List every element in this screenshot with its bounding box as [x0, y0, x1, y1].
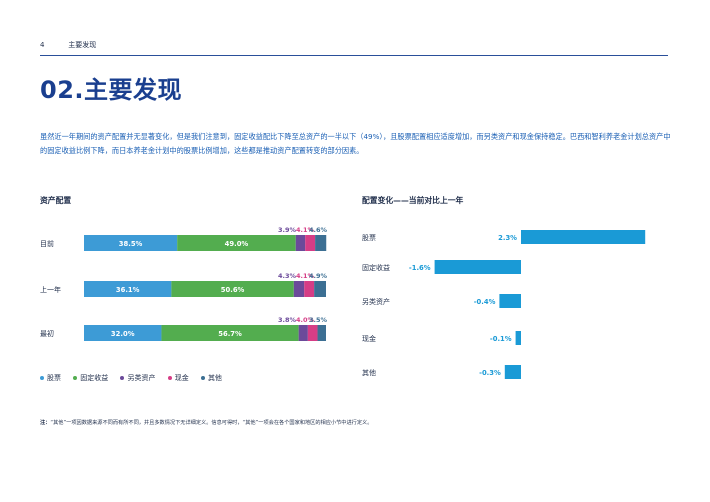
bar-segment-4: [315, 235, 327, 251]
change-bar: [504, 365, 521, 379]
bar-segment-0: [84, 325, 162, 341]
data-label: 56.7%: [218, 330, 242, 338]
legend-item: 股票: [40, 373, 61, 383]
data-label: 4.6%: [309, 226, 328, 234]
footnote-text: “其他”一项因数据来源不同而有所不同，并且多数情况下无详细定义。信息可得时，“其…: [50, 420, 373, 426]
change-bar: [515, 331, 521, 345]
page-number: 4: [40, 41, 45, 49]
data-label: 3.5%: [309, 316, 328, 324]
page-header: 4 主要发现: [40, 40, 96, 50]
bar-segment-3: [304, 281, 315, 297]
footnote: 注：“其他”一项因数据来源不同而有所不同，并且多数情况下无详细定义。信息可得时，…: [40, 419, 372, 426]
intro-paragraph: 虽然近一年期间的资产配置并无显著变化，但是我们注意到，固定收益配比下降至总资产的…: [40, 132, 671, 155]
data-label: 3.9%: [278, 226, 297, 234]
right-chart-title: 配置变化——当前对比上一年: [362, 196, 464, 205]
footnote-prefix: 注：: [40, 420, 51, 426]
data-label: -0.3%: [479, 369, 501, 377]
data-label: -0.4%: [474, 298, 496, 306]
header-divider: [40, 55, 668, 56]
legend-item: 现金: [167, 373, 189, 383]
data-label: 4.0%: [296, 316, 315, 324]
data-label: 32.0%: [111, 330, 135, 338]
legend-dot-cash: [167, 376, 172, 380]
data-label: -1.6%: [409, 264, 431, 272]
left-chart-title: 资产配置: [40, 196, 72, 205]
bar-segment-0: [84, 281, 172, 297]
bar-segment-3: [305, 235, 316, 251]
legend-item: 固定收益: [73, 373, 108, 383]
data-label: 3.8%: [278, 316, 297, 324]
data-label: 4.1%: [296, 226, 315, 234]
category-label: 最初: [40, 329, 54, 338]
bar-segment-2: [298, 325, 308, 341]
category-label: 另类资产: [362, 297, 390, 306]
bar-segment-0: [84, 235, 178, 251]
bar-segment-1: [171, 281, 294, 297]
bar-segment-1: [161, 325, 299, 341]
data-label: 2.3%: [498, 234, 517, 242]
data-label: 4.1%: [296, 272, 315, 280]
category-label: 目前: [40, 239, 54, 248]
legend-dot-equity: [40, 376, 44, 380]
data-label: 38.5%: [119, 240, 143, 248]
change-bar: [499, 294, 521, 308]
legend-dot-other: [200, 376, 205, 380]
bar-segment-1: [177, 235, 296, 251]
change-bar: [434, 260, 521, 274]
legend-dot-fixed-income: [73, 376, 78, 380]
category-label: 现金: [362, 334, 376, 343]
bar-segment-3: [307, 325, 318, 341]
bar-segment-2: [293, 281, 305, 297]
category-label: 上一年: [40, 285, 61, 294]
data-label: -0.1%: [490, 335, 512, 343]
data-label: 49.0%: [225, 240, 249, 248]
data-label: 4.9%: [309, 272, 328, 280]
bar-segment-2: [295, 235, 306, 251]
bar-segment-4: [317, 325, 326, 341]
data-label: 50.6%: [221, 286, 245, 294]
data-label: 36.1%: [116, 286, 140, 294]
legend-item: 其他: [200, 373, 222, 383]
change-bar: [521, 230, 646, 244]
category-label: 其他: [362, 368, 376, 377]
category-label: 固定收益: [362, 263, 390, 272]
legend-item: 另类资产: [120, 373, 155, 383]
chart-legend: 股票 固定收益 另类资产 现金 其他: [40, 373, 232, 383]
page-title: 02.主要发现: [40, 76, 183, 104]
section-label: 主要发现: [68, 41, 97, 49]
bar-segment-4: [314, 281, 326, 297]
data-label: 4.3%: [278, 272, 297, 280]
category-label: 股票: [362, 234, 376, 242]
legend-dot-alternative: [120, 376, 125, 380]
